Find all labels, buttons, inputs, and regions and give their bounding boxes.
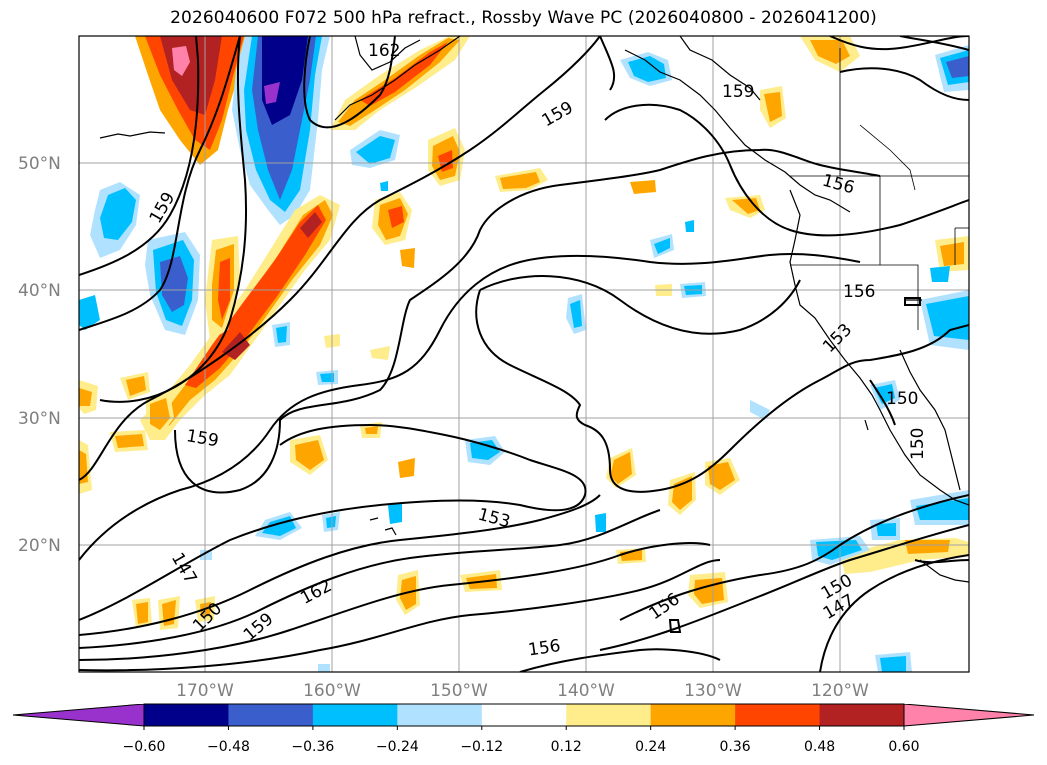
lon-label: 130°W [684, 681, 742, 701]
colorbar-swatch [566, 704, 652, 726]
lon-label: 120°W [811, 681, 869, 701]
lon-label: 160°W [303, 681, 361, 701]
colorbar-tick-label: 0.12 [551, 739, 582, 755]
graticule [79, 36, 969, 672]
colorbar-tick-label: −0.12 [460, 739, 503, 755]
longitude-labels: 170°W 160°W 150°W 140°W 130°W 120°W [176, 681, 869, 701]
chart-title: 2026040600 F072 500 hPa refract., Rossby… [170, 8, 877, 28]
colorbar-tick-label: −0.48 [207, 739, 250, 755]
plot-frame [78, 35, 970, 673]
lat-label: 20°N [18, 536, 61, 556]
colorbar-extend-low [13, 704, 144, 726]
coastlines [99, 36, 969, 583]
colorbar-tick-label: −0.36 [291, 739, 334, 755]
colorbar-tick-label: 0.24 [635, 739, 666, 755]
colorbar-swatch [819, 704, 905, 726]
contour-label: 159 [722, 82, 754, 102]
map-plot-area: 162 159 159 159 159 156 156 153 150 150 … [79, 36, 969, 672]
colorbar-tick-label: −0.60 [123, 739, 166, 755]
contour-label: 150 [908, 428, 928, 460]
contour-label: 156 [843, 282, 875, 302]
colorbar-tick-label: 0.48 [804, 739, 835, 755]
colorbar-swatch [228, 704, 314, 726]
colorbar-swatch [650, 704, 736, 726]
contour-label: 150 [886, 389, 918, 409]
lat-label: 30°N [18, 409, 61, 429]
lon-label: 140°W [557, 681, 615, 701]
latitude-labels: 50°N 40°N 30°N 20°N [18, 154, 61, 556]
colorbar-swatches [13, 704, 1034, 726]
colorbar-swatch [397, 704, 483, 726]
lon-label: 150°W [430, 681, 488, 701]
colorbar-ticks: −0.60 −0.48 −0.36 −0.24 −0.12 0.12 0.24 0.36 0.4… [123, 726, 920, 755]
colorbar-tick-label: 0.36 [720, 739, 751, 755]
colorbar: −0.60 −0.48 −0.36 −0.24 −0.12 0.12 0.24 0.36 0.4… [12, 703, 1035, 755]
shaded-field [79, 36, 969, 672]
lat-label: 40°N [18, 281, 61, 301]
colorbar-tick-label: 0.60 [888, 739, 919, 755]
contour-label: 156 [527, 636, 562, 660]
colorbar-swatch [735, 704, 821, 726]
height-contours [79, 36, 969, 672]
lat-label: 50°N [18, 154, 61, 174]
colorbar-extend-high [904, 704, 1034, 726]
colorbar-swatch [481, 704, 567, 726]
colorbar-tick-label: −0.24 [376, 739, 419, 755]
lon-label: 170°W [176, 681, 234, 701]
contour-label: 162 [368, 41, 400, 61]
colorbar-swatch [144, 704, 229, 726]
colorbar-swatch [312, 704, 398, 726]
